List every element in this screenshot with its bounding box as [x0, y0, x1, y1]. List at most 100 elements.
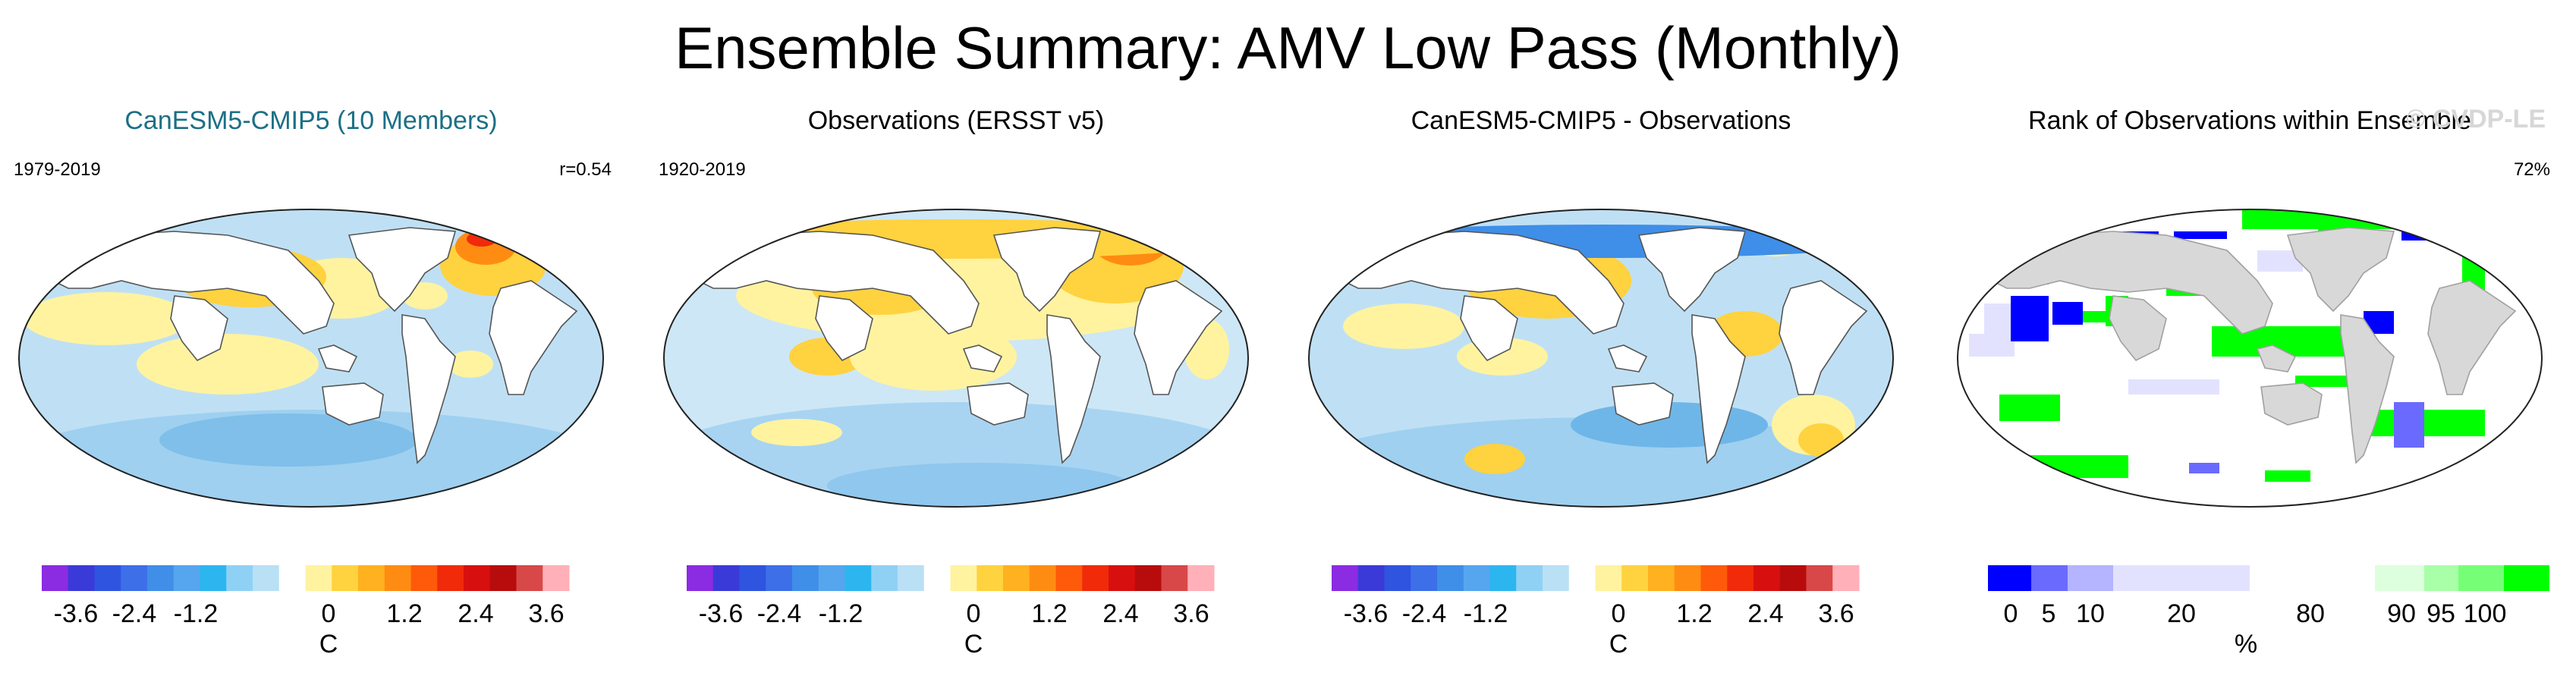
rank-cell [2083, 311, 2106, 322]
colorbar-bin [1806, 565, 1833, 591]
colorbar-bin [1727, 565, 1754, 591]
continent [1334, 231, 1625, 335]
rank-percent-label: 72% [2513, 159, 2550, 180]
continent [2260, 382, 2323, 426]
continent [815, 295, 873, 362]
map-border [1957, 209, 2543, 508]
panel-difference: CanESM5-CMIP5 - Observations -3.6 -2.4 -… [1290, 106, 1912, 668]
continent [2256, 344, 2297, 373]
rank-cell [2265, 470, 2310, 482]
colorbar-bin [1489, 565, 1517, 591]
anomaly-region [1798, 423, 1844, 457]
colorbar-bin [1003, 565, 1030, 591]
colorbar-bin [253, 565, 280, 591]
continent [1983, 231, 2273, 335]
colorbar-bin [1134, 565, 1162, 591]
colorbar-bin [2458, 565, 2504, 591]
colorbar-bin [2113, 565, 2250, 591]
rank-cell [2174, 231, 2227, 239]
colorbar-bin [1109, 565, 1136, 591]
correlation-label: r=0.54 [559, 159, 612, 180]
continent [30, 516, 592, 531]
colorbar-bin [94, 565, 121, 591]
colorbar-bin [818, 565, 845, 591]
colorbar-tick: 2.4 [458, 599, 494, 628]
colorbar-bin [358, 565, 385, 591]
panel-rank: Rank of Observations within Ensemble © C… [1939, 105, 2561, 668]
period-label: 1979-2019 [14, 159, 101, 180]
colorbar-bin [712, 565, 740, 591]
colorbar-bin [200, 565, 227, 591]
world-map [1308, 209, 1894, 508]
colorbar-tick: 3.6 [1173, 599, 1209, 628]
colorbar-tick: 3.6 [1818, 599, 1854, 628]
colorbar-tick: 0 [321, 599, 336, 628]
colorbar-bin [305, 565, 332, 591]
colorbar-units: C [1609, 630, 1628, 659]
colorbar-bin [739, 565, 766, 591]
colorbar-bin [2375, 565, 2424, 591]
continent [454, 209, 533, 236]
rank-cell [2052, 302, 2083, 325]
anomaly-region [827, 463, 1131, 507]
colorbar-bin [1832, 565, 1860, 591]
anomaly-region [23, 292, 190, 345]
continent [489, 280, 578, 395]
colorbar-bin [1187, 565, 1215, 591]
continent [322, 382, 384, 426]
colorbar-tick: 0 [966, 599, 981, 628]
continent [962, 344, 1003, 373]
continent [2286, 227, 2395, 313]
colorbar-bin [871, 565, 898, 591]
colorbar-tick: -3.6 [1343, 599, 1389, 628]
colorbar-bin [1595, 565, 1622, 591]
colorbar [42, 565, 570, 591]
colorbar-bin [173, 565, 200, 591]
colorbar-tick: 20 [2167, 599, 2196, 628]
rank-cell [2011, 296, 2049, 341]
colorbar-bin [1516, 565, 1543, 591]
colorbar-bin [332, 565, 359, 591]
colorbar-bin [278, 565, 306, 591]
colorbar-units: C [319, 630, 338, 659]
colorbar-bin [2068, 565, 2113, 591]
colorbar-bin [516, 565, 543, 591]
continent [170, 295, 228, 362]
colorbar-tick: 0 [2003, 599, 2018, 628]
panel-observations: Observations (ERSST v5) 1920-2019 -3.6 -… [645, 106, 1267, 668]
colorbar-units: C [964, 630, 983, 659]
world-map [663, 209, 1249, 508]
continent [2340, 314, 2395, 464]
colorbar-bin [1621, 565, 1649, 591]
colorbar-bin [1029, 565, 1056, 591]
colorbar-tick: 1.2 [1676, 599, 1713, 628]
figure-title: Ensemble Summary: AMV Low Pass (Monthly) [675, 14, 1901, 81]
continent [992, 227, 1102, 313]
rank-cell [1999, 395, 2060, 421]
anomaly-region [850, 322, 1017, 391]
map-svg [1308, 209, 1894, 591]
colorbar-tick: 3.6 [528, 599, 565, 628]
colorbar-tick: 1.2 [1031, 599, 1068, 628]
colorbar-bin [1082, 565, 1109, 591]
colorbar-bin [410, 565, 438, 591]
colorbar-units: % [2234, 630, 2258, 659]
period-label: 1920-2019 [659, 159, 746, 180]
map-svg [1957, 209, 2549, 591]
anomaly-region [159, 413, 417, 467]
colorbar-tick: -1.2 [1463, 599, 1508, 628]
continent [2427, 280, 2517, 395]
map-svg [18, 209, 604, 591]
map-border [1308, 209, 1894, 508]
colorbar-tick: 95 [2427, 599, 2455, 628]
continent [317, 344, 358, 373]
colorbar-tick: -2.4 [112, 599, 157, 628]
continent [1744, 209, 1823, 236]
continent [2392, 209, 2471, 236]
continent [1691, 314, 1746, 464]
colorbar-bin [437, 565, 464, 591]
colorbar-tick: 80 [2296, 599, 2325, 628]
world-map [1957, 209, 2543, 508]
colorbar-bin [1648, 565, 1675, 591]
continent [1612, 382, 1674, 426]
